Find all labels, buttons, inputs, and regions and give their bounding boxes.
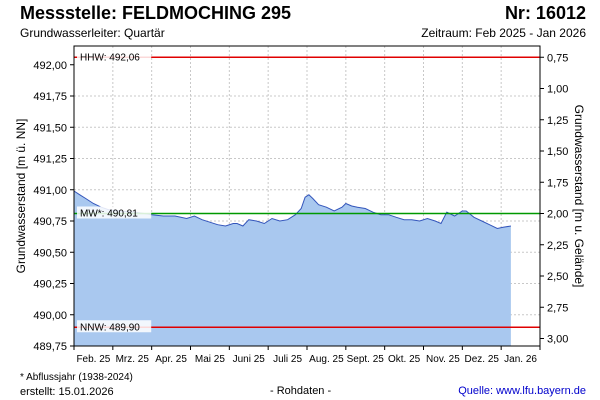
station-title: Messstelle: FELDMOCHING 295 — [20, 3, 292, 23]
y-axis-label-right: Grundwasserstand [m u. Gelände] — [572, 105, 586, 288]
y-tick-label-right: 0,75 — [547, 52, 568, 64]
y-tick-label-left: 489,75 — [33, 341, 67, 353]
x-tick-label: Sept. 25 — [347, 354, 385, 365]
nnw-line-label-bg — [77, 320, 152, 333]
y-tick-label-right: 1,25 — [547, 115, 568, 127]
y-tick-label-left: 491,50 — [33, 122, 67, 134]
y-tick-label-right: 1,00 — [547, 84, 568, 96]
x-tick-label: Dez. 25 — [465, 354, 500, 365]
mw-line-label-bg — [77, 206, 152, 219]
x-tick-label: Okt. 25 — [388, 354, 421, 365]
station-number: Nr: 16012 — [504, 3, 586, 23]
y-tick-label-left: 491,00 — [33, 185, 67, 197]
y-tick-label-right: 1,75 — [547, 177, 568, 189]
reference-lines: HHW: 492,06 MW*: 490,81 NNW: 489,90 — [74, 50, 540, 333]
hhw-line-label: HHW: 492,06 — [80, 52, 140, 63]
x-tick-label: Nov. 25 — [426, 354, 460, 365]
x-tick-label: Jan. 26 — [504, 354, 537, 365]
period-label: Zeitraum: Feb 2025 - Jan 2026 — [421, 26, 586, 40]
x-tick-label: Apr. 25 — [155, 354, 187, 365]
created-date: erstellt: 15.01.2026 — [20, 386, 114, 398]
mw-line-label: MW*: 490,81 — [80, 209, 138, 220]
y-tick-label-right: 2,50 — [547, 271, 568, 283]
source-link[interactable]: Quelle: www.lfu.bayern.de — [458, 385, 586, 397]
series-line — [73, 190, 511, 230]
footnote: * Abflussjahr (1938-2024) — [20, 372, 133, 383]
x-tick-label: Mrz. 25 — [116, 354, 150, 365]
y-tick-label-left: 491,25 — [33, 154, 67, 166]
y-tick-label-left: 490,75 — [33, 216, 67, 228]
series-area — [73, 190, 511, 346]
y-tick-label-left: 490,25 — [33, 279, 67, 291]
series-area-fill — [74, 191, 511, 346]
y-tick-label-right: 2,75 — [547, 302, 568, 314]
aquifer-label: Grundwasserleiter: Quartär — [20, 26, 165, 40]
y-tick-label-right: 2,25 — [547, 240, 568, 252]
y-tick-label-left: 490,00 — [33, 310, 67, 322]
y-tick-label-right: 1,50 — [547, 146, 568, 158]
y-tick-label-right: 3,00 — [547, 334, 568, 346]
x-tick-label: Mai 25 — [195, 354, 225, 365]
y-tick-label-left: 490,50 — [33, 247, 67, 259]
hhw-line-label-bg — [77, 50, 152, 63]
y-tick-label-left: 492,00 — [33, 60, 67, 72]
y-tick-label-right: 2,00 — [547, 209, 568, 221]
nnw-line-label: NNW: 489,90 — [80, 322, 140, 333]
x-tick-label: Feb. 25 — [76, 354, 110, 365]
x-tick-label: Aug. 25 — [309, 354, 344, 365]
y-tick-label-left: 491,75 — [33, 91, 67, 103]
axes: 492,00 491,75 491,50 491,25 491,00 490,75 490,… — [33, 52, 568, 365]
x-tick-label: Juli 25 — [273, 354, 302, 365]
raw-data-label: - Rohdaten - — [270, 385, 332, 397]
y-axis-label-left: Grundwasserstand [m ü. NN] — [14, 119, 28, 274]
x-tick-label: Juni 25 — [233, 354, 266, 365]
